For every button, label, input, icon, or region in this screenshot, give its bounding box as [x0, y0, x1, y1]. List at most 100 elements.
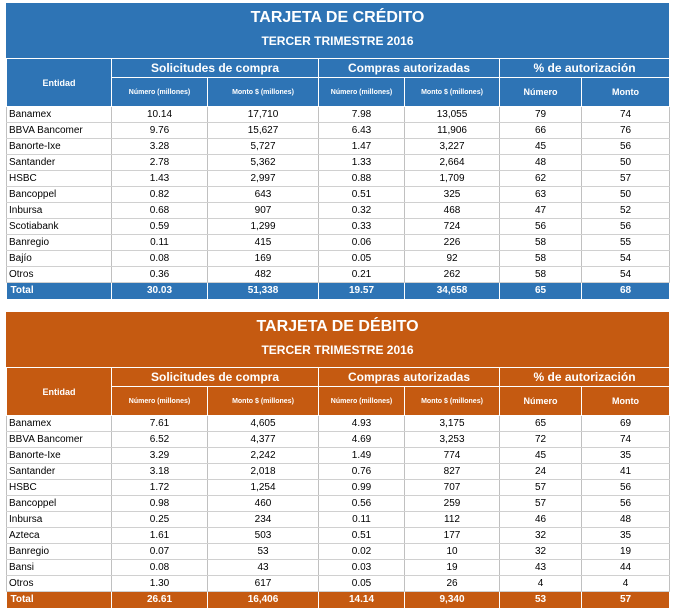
- value-cell: 503: [208, 528, 319, 544]
- value-cell: 4: [582, 576, 670, 592]
- value-cell: 1.72: [112, 480, 208, 496]
- value-cell: 48: [500, 155, 582, 171]
- total-value-cell: 16,406: [208, 592, 319, 608]
- value-cell: 2,242: [208, 448, 319, 464]
- value-cell: 460: [208, 496, 319, 512]
- total-label: Total: [7, 283, 112, 300]
- value-cell: 0.25: [112, 512, 208, 528]
- value-cell: 6.52: [112, 432, 208, 448]
- subheader-number-millions: Número (millones): [319, 78, 405, 107]
- value-cell: 50: [582, 155, 670, 171]
- value-cell: 0.59: [112, 219, 208, 235]
- value-cell: 56: [500, 219, 582, 235]
- header-pct: % de autorización: [500, 368, 670, 387]
- total-value-cell: 51,338: [208, 283, 319, 300]
- value-cell: 0.07: [112, 544, 208, 560]
- value-cell: 234: [208, 512, 319, 528]
- value-cell: 74: [582, 432, 670, 448]
- total-value-cell: 19.57: [319, 283, 405, 300]
- header-requests: Solicitudes de compra: [112, 368, 319, 387]
- value-cell: 724: [405, 219, 500, 235]
- header-entity: Entidad: [7, 59, 112, 107]
- entity-cell: Banamex: [7, 416, 112, 432]
- value-cell: 4: [500, 576, 582, 592]
- value-cell: 3,253: [405, 432, 500, 448]
- value-cell: 11,906: [405, 123, 500, 139]
- value-cell: 0.21: [319, 267, 405, 283]
- credit-title-bar: TARJETA DE CRÉDITO TERCER TRIMESTRE 2016: [6, 3, 669, 58]
- entity-cell: Azteca: [7, 528, 112, 544]
- value-cell: 6.43: [319, 123, 405, 139]
- value-cell: 57: [500, 480, 582, 496]
- value-cell: 10.14: [112, 107, 208, 123]
- value-cell: 0.05: [319, 576, 405, 592]
- value-cell: 226: [405, 235, 500, 251]
- header-pct: % de autorización: [500, 59, 670, 78]
- value-cell: 57: [500, 496, 582, 512]
- value-cell: 56: [582, 219, 670, 235]
- entity-cell: HSBC: [7, 171, 112, 187]
- value-cell: 4.69: [319, 432, 405, 448]
- total-label: Total: [7, 592, 112, 608]
- value-cell: 0.68: [112, 203, 208, 219]
- debit-subtitle: TERCER TRIMESTRE 2016: [6, 336, 669, 357]
- value-cell: 74: [582, 107, 670, 123]
- entity-cell: Bancoppel: [7, 496, 112, 512]
- value-cell: 55: [582, 235, 670, 251]
- value-cell: 0.08: [112, 251, 208, 267]
- value-cell: 79: [500, 107, 582, 123]
- value-cell: 0.51: [319, 187, 405, 203]
- value-cell: 0.56: [319, 496, 405, 512]
- value-cell: 0.02: [319, 544, 405, 560]
- subheader-amount-millions: Monto $ (millones): [405, 387, 500, 416]
- entity-cell: Bansi: [7, 560, 112, 576]
- subheader-amount-millions: Monto $ (millones): [405, 78, 500, 107]
- value-cell: 468: [405, 203, 500, 219]
- entity-cell: BBVA Bancomer: [7, 432, 112, 448]
- value-cell: 32: [500, 528, 582, 544]
- subheader-number-millions: Número (millones): [112, 78, 208, 107]
- value-cell: 62: [500, 171, 582, 187]
- value-cell: 177: [405, 528, 500, 544]
- value-cell: 47: [500, 203, 582, 219]
- value-cell: 56: [582, 480, 670, 496]
- value-cell: 32: [500, 544, 582, 560]
- entity-cell: Banorte-Ixe: [7, 448, 112, 464]
- value-cell: 46: [500, 512, 582, 528]
- value-cell: 15,627: [208, 123, 319, 139]
- value-cell: 0.06: [319, 235, 405, 251]
- value-cell: 1,299: [208, 219, 319, 235]
- entity-cell: Bajío: [7, 251, 112, 267]
- value-cell: 2,664: [405, 155, 500, 171]
- value-cell: 3,227: [405, 139, 500, 155]
- value-cell: 3.18: [112, 464, 208, 480]
- value-cell: 7.98: [319, 107, 405, 123]
- entity-cell: Bancoppel: [7, 187, 112, 203]
- total-value-cell: 26.61: [112, 592, 208, 608]
- value-cell: 63: [500, 187, 582, 203]
- subheader-amount: Monto: [582, 387, 670, 416]
- value-cell: 1.30: [112, 576, 208, 592]
- credit-table: Entidad Solicitudes de compra Compras au…: [6, 58, 670, 299]
- entity-cell: Banorte-Ixe: [7, 139, 112, 155]
- value-cell: 41: [582, 464, 670, 480]
- value-cell: 0.99: [319, 480, 405, 496]
- value-cell: 1.33: [319, 155, 405, 171]
- value-cell: 52: [582, 203, 670, 219]
- value-cell: 1,709: [405, 171, 500, 187]
- total-value-cell: 57: [582, 592, 670, 608]
- value-cell: 3.28: [112, 139, 208, 155]
